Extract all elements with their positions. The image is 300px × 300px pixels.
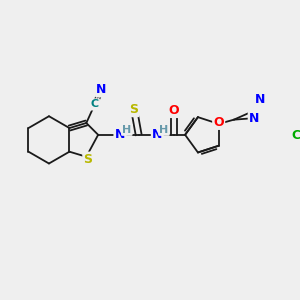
Text: N: N xyxy=(152,128,162,141)
Text: O: O xyxy=(169,104,179,117)
Text: Cl: Cl xyxy=(291,128,300,142)
Text: H: H xyxy=(159,125,169,135)
Text: C: C xyxy=(91,99,99,110)
Text: N: N xyxy=(255,93,266,106)
Text: O: O xyxy=(213,116,224,129)
Text: N: N xyxy=(96,83,107,96)
Text: H: H xyxy=(122,125,131,135)
Text: N: N xyxy=(249,112,259,124)
Text: S: S xyxy=(83,153,92,166)
Text: N: N xyxy=(115,128,125,141)
Text: S: S xyxy=(129,103,138,116)
